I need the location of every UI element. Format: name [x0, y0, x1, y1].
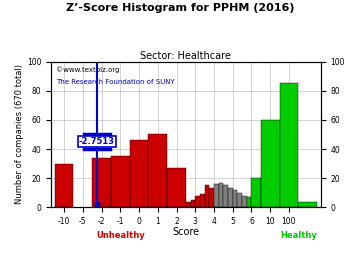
Bar	[130, 140, 148, 207]
Bar	[214, 184, 219, 207]
Bar	[219, 183, 223, 207]
Bar	[209, 188, 214, 207]
Bar	[261, 120, 280, 207]
Bar	[247, 197, 251, 207]
Text: The Research Foundation of SUNY: The Research Foundation of SUNY	[57, 79, 175, 85]
Bar	[298, 201, 317, 207]
Bar	[148, 134, 167, 207]
Text: -2.7513: -2.7513	[79, 137, 115, 146]
Bar	[190, 200, 195, 207]
Y-axis label: Number of companies (670 total): Number of companies (670 total)	[15, 65, 24, 204]
Text: Healthy: Healthy	[280, 231, 317, 240]
Bar	[111, 156, 130, 207]
Bar	[204, 185, 209, 207]
Bar	[55, 164, 73, 207]
Bar	[242, 196, 247, 207]
Text: Z’-Score Histogram for PPHM (2016): Z’-Score Histogram for PPHM (2016)	[66, 3, 294, 13]
Title: Sector: Healthcare: Sector: Healthcare	[140, 51, 231, 61]
Bar	[223, 185, 228, 207]
Bar	[237, 193, 242, 207]
Bar	[233, 190, 237, 207]
Bar	[195, 196, 200, 207]
Bar	[186, 201, 190, 207]
X-axis label: Score: Score	[172, 227, 199, 237]
Bar	[92, 158, 111, 207]
Bar	[228, 188, 233, 207]
Text: ©www.textbiz.org: ©www.textbiz.org	[57, 66, 120, 73]
Bar	[167, 168, 186, 207]
Bar	[251, 178, 261, 207]
Text: Unhealthy: Unhealthy	[96, 231, 145, 240]
Bar	[200, 194, 204, 207]
Bar	[280, 83, 298, 207]
